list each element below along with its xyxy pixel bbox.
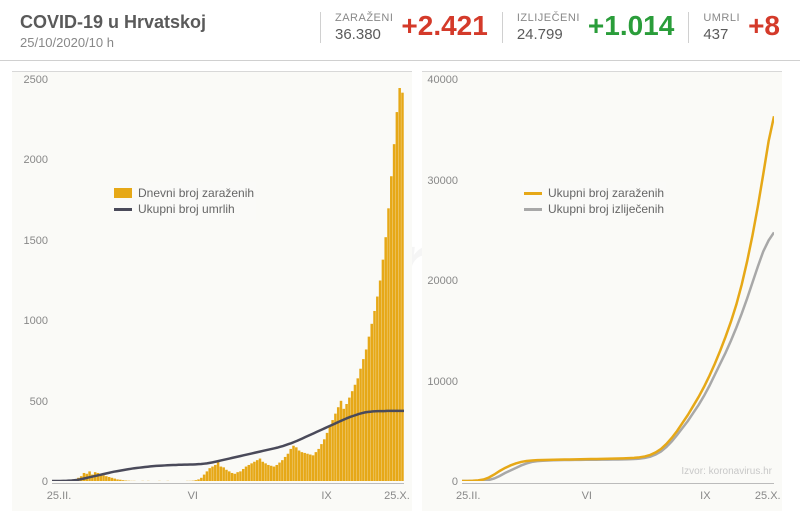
header: COVID-19 u Hrvatskoj 25/10/2020/10 h ZAR…	[0, 0, 800, 61]
y-tick: 2500	[24, 74, 48, 86]
stats-row: ZARAŽENI 36.380 +2.421 IZLIJEČENI 24.799 +1.0…	[320, 12, 780, 43]
left-y-axis: 05001000150020002500	[12, 72, 52, 481]
legend-swatch	[114, 208, 132, 211]
y-tick: 10000	[427, 376, 458, 388]
stat-total: 437	[703, 26, 740, 43]
right-y-axis: 010000200003000040000	[422, 72, 462, 481]
left-legend: Dnevni broj zaraženih Ukupni broj umrlih	[112, 182, 256, 220]
y-tick: 30000	[427, 175, 458, 187]
x-tick: IX	[321, 490, 331, 502]
left-x-axis: 25.II.VIIX25.X.	[52, 483, 404, 511]
legend-row: Dnevni broj zaraženih	[114, 186, 254, 200]
y-tick: 0	[42, 476, 48, 488]
legend-label: Ukupni broj umrlih	[138, 202, 235, 216]
legend-row: Ukupni broj izliječenih	[524, 202, 664, 216]
right-chart-panel: 0 10000 20000 30000 40000 25.II. VI IX 25.X. Uk…	[422, 71, 782, 511]
stat-label-col: IZLIJEČENI 24.799	[517, 12, 580, 43]
stat-group-izliječeni: IZLIJEČENI 24.799 +1.014	[502, 12, 689, 43]
y-tick: 1500	[24, 235, 48, 247]
x-tick: 25.II.	[456, 490, 480, 502]
title-block: COVID-19 u Hrvatskoj 25/10/2020/10 h	[20, 12, 206, 50]
legend-row: Ukupni broj umrlih	[114, 202, 254, 216]
legend-label: Dnevni broj zaraženih	[138, 186, 254, 200]
right-legend: Ukupni broj zaraženih Ukupni broj izliječ…	[522, 182, 666, 220]
source-label: Izvor: koronavirus.hr	[681, 466, 772, 477]
y-tick: 20000	[427, 275, 458, 287]
stat-label-col: ZARAŽENI 36.380	[335, 12, 393, 43]
x-tick: 25.II.	[47, 490, 71, 502]
stat-group-umrli: UMRLI 437 +8	[688, 12, 780, 43]
right-x-axis: 25.II.VIIX25.X.	[462, 483, 774, 511]
y-tick: 0	[452, 476, 458, 488]
legend-label: Ukupni broj zaraženih	[548, 186, 664, 200]
legend-swatch	[524, 208, 542, 211]
stat-delta: +1.014	[588, 12, 674, 40]
left-chart-panel: 0 500 1000 1500 2000 2500 25.II. VI IX 25.X. Dne…	[12, 71, 412, 511]
x-tick: VI	[582, 490, 592, 502]
legend-row: Ukupni broj zaraženih	[524, 186, 664, 200]
stat-total: 36.380	[335, 26, 393, 43]
stat-label: IZLIJEČENI	[517, 12, 580, 24]
left-plot	[52, 80, 404, 481]
y-tick: 40000	[427, 74, 458, 86]
stat-delta: +8	[748, 12, 780, 40]
stat-total: 24.799	[517, 26, 580, 43]
x-tick: 25.X.	[755, 490, 781, 502]
y-tick: 2000	[24, 154, 48, 166]
stat-delta: +2.421	[401, 12, 487, 40]
charts-row: 0 500 1000 1500 2000 2500 25.II. VI IX 25.X. Dne…	[0, 61, 800, 511]
page-subtitle: 25/10/2020/10 h	[20, 35, 206, 50]
y-tick: 1000	[24, 315, 48, 327]
right-plot	[462, 80, 774, 481]
stat-label-col: UMRLI 437	[703, 12, 740, 43]
legend-label: Ukupni broj izliječenih	[548, 202, 664, 216]
x-tick: VI	[188, 490, 198, 502]
x-tick: 25.X.	[384, 490, 410, 502]
legend-swatch	[114, 188, 132, 198]
y-tick: 500	[30, 396, 48, 408]
stat-label: ZARAŽENI	[335, 12, 393, 24]
dashboard: Hina COVID-19 u Hrvatskoj 25/10/2020/10 …	[0, 0, 800, 529]
legend-swatch	[524, 192, 542, 195]
stat-group-zaraženi: ZARAŽENI 36.380 +2.421	[320, 12, 502, 43]
page-title: COVID-19 u Hrvatskoj	[20, 12, 206, 33]
x-tick: IX	[700, 490, 710, 502]
stat-label: UMRLI	[703, 12, 740, 24]
